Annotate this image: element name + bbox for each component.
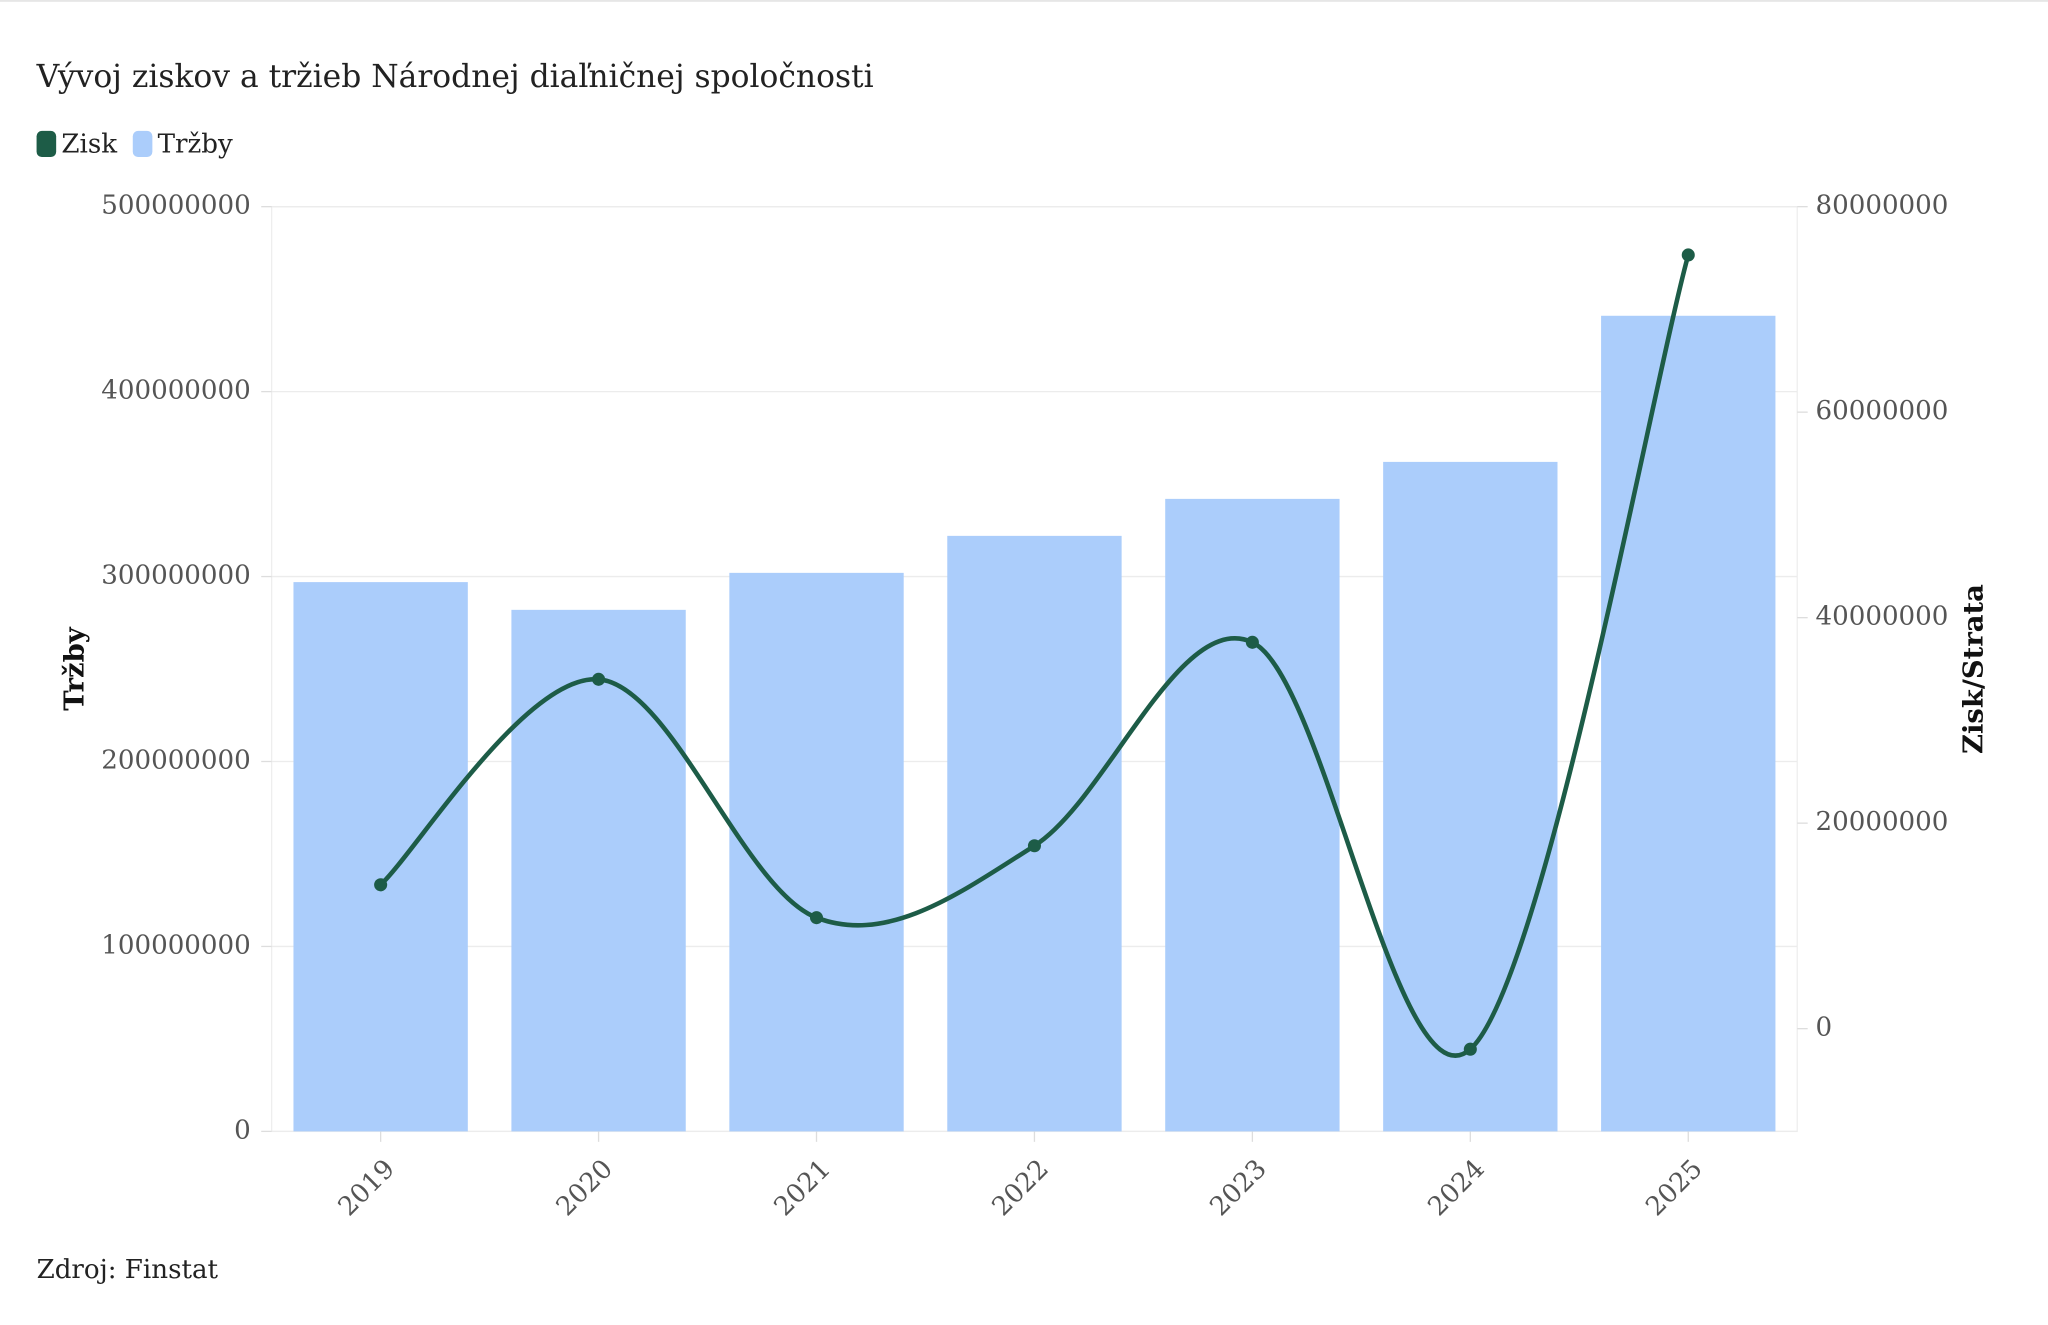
y2-tick-label: 40000000 bbox=[1816, 602, 1949, 632]
y-tick-label: 0 bbox=[234, 1115, 251, 1145]
y-tick-label: 200000000 bbox=[101, 746, 251, 776]
source: Zdroj: Finstat bbox=[37, 1255, 219, 1285]
x-tick-label: 2021 bbox=[769, 1154, 837, 1222]
x-tick-label: 2019 bbox=[333, 1154, 401, 1222]
y-tick-label: 100000000 bbox=[101, 930, 251, 960]
bar bbox=[293, 582, 468, 1132]
y2-tick-label: 80000000 bbox=[1816, 191, 1949, 221]
bar bbox=[729, 572, 904, 1132]
bar bbox=[1383, 461, 1558, 1132]
point bbox=[374, 878, 388, 892]
y2-tick-label: 0 bbox=[1816, 1013, 1833, 1043]
x-tick-label: 2024 bbox=[1422, 1154, 1490, 1222]
y2-tick-label: 60000000 bbox=[1816, 396, 1949, 426]
legend-swatch bbox=[132, 130, 153, 158]
legend-label: Zisk bbox=[61, 129, 117, 159]
bar bbox=[511, 609, 686, 1132]
point bbox=[1681, 248, 1695, 262]
x-tick-label: 2022 bbox=[987, 1154, 1055, 1222]
point bbox=[1027, 839, 1041, 853]
y-axis-title: Tržby bbox=[58, 626, 90, 711]
legend-swatch bbox=[36, 130, 57, 158]
y2-tick-label: 20000000 bbox=[1816, 807, 1949, 837]
point bbox=[592, 672, 606, 686]
line bbox=[379, 254, 1691, 1058]
x-tick-label: 2025 bbox=[1640, 1154, 1708, 1222]
legend-label: Tržby bbox=[158, 129, 233, 159]
y-tick-label: 400000000 bbox=[101, 376, 251, 406]
y-tick-label: 500000000 bbox=[101, 191, 251, 221]
point bbox=[1463, 1042, 1477, 1056]
point bbox=[1245, 635, 1259, 649]
bar bbox=[947, 535, 1122, 1132]
y2-axis-title: Zisk/Strata bbox=[1957, 584, 1989, 754]
x-tick-label: 2020 bbox=[551, 1154, 619, 1222]
bar bbox=[1165, 498, 1340, 1132]
chart-title: Vývoj ziskov a tržieb Národnej diaľnične… bbox=[36, 59, 874, 95]
x-tick-label: 2023 bbox=[1205, 1154, 1273, 1222]
point bbox=[809, 911, 824, 925]
bar bbox=[1601, 315, 1776, 1132]
y-tick-label: 300000000 bbox=[101, 561, 251, 591]
